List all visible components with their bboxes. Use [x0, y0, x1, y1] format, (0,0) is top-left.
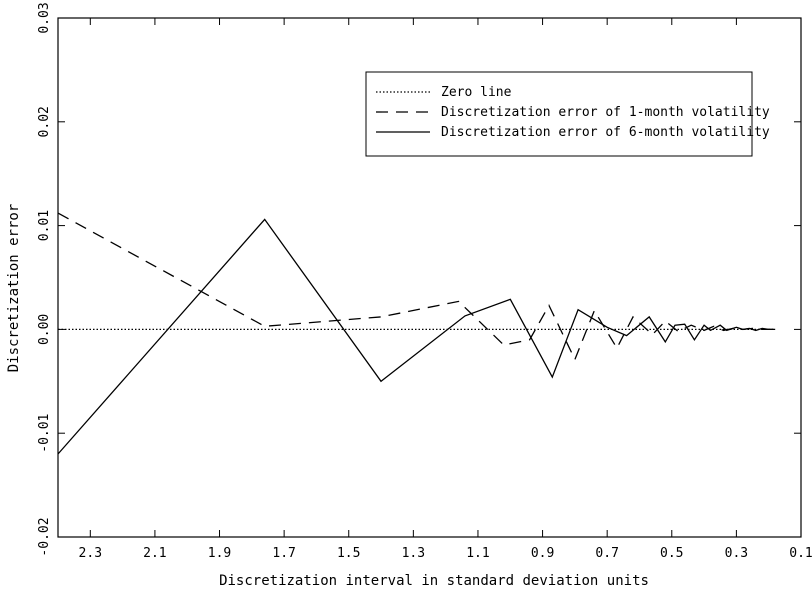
y-tick-label: -0.01: [37, 414, 52, 453]
plot-frame: [57, 17, 802, 538]
ticks: 2.3 2.1 1.9 1.7 1.5 1.3 1.1 0.9 0.7 0.5 0.3 0.1 -0.0…: [37, 2, 812, 561]
legend-box: [365, 71, 753, 157]
x-tick-label: 0.3: [725, 546, 748, 561]
x-tick-label: 0.7: [595, 546, 618, 561]
legend-label: Discretization error of 6-month volatili…: [441, 125, 770, 140]
x-tick-label: 1.1: [466, 546, 489, 561]
x-tick-label: 2.3: [79, 546, 102, 561]
legend-label: Zero line: [441, 85, 512, 100]
y-tick-label: 0.03: [37, 2, 52, 33]
x-tick-label: 2.1: [143, 546, 166, 561]
legend-label: Discretization error of 1-month volatili…: [441, 105, 770, 120]
y-axis-title: Discretization error: [6, 204, 22, 373]
series-6-month-volatility: [57, 218, 776, 455]
x-tick-label: 1.9: [208, 546, 231, 561]
legend: Zero line Discretization error of 1-month…: [365, 71, 770, 157]
x-tick-label: 0.5: [660, 546, 683, 561]
y-tick-label: 0.02: [37, 106, 52, 137]
y-tick-label: 0.00: [37, 314, 52, 345]
y-tick-label: -0.02: [37, 517, 52, 556]
x-tick-label: 1.3: [402, 546, 425, 561]
x-tick-label: 0.1: [789, 546, 812, 561]
y-tick-label: 0.01: [37, 210, 52, 241]
x-tick-label: 0.9: [531, 546, 554, 561]
x-tick-label: 1.5: [337, 546, 360, 561]
x-axis-title: Discretization interval in standard devi…: [219, 573, 649, 589]
x-tick-label: 1.7: [272, 546, 295, 561]
series-lines: [57, 212, 776, 455]
